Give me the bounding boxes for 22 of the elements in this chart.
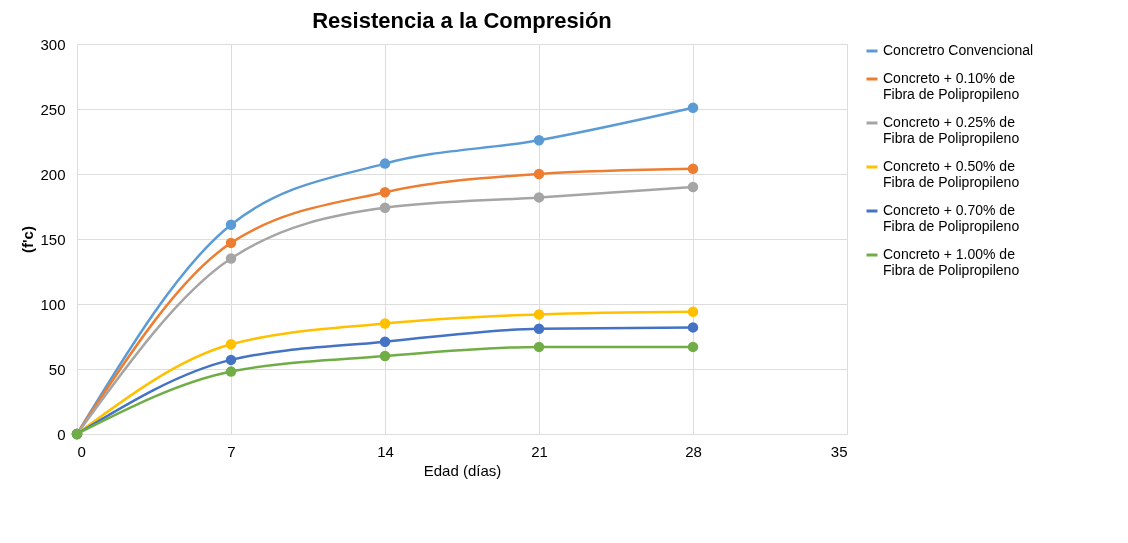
x-tick-label: 28 [685, 442, 702, 460]
x-tick-label: 35 [830, 442, 848, 460]
y-tick-label: 100 [40, 295, 66, 313]
legend-label: Concretro Convencional [883, 42, 1034, 58]
x-tick-label: 14 [377, 442, 394, 460]
legend-label: Concreto + 0.70% de Fibra de Polipropileno [883, 202, 1020, 234]
legend-label: Concreto + 1.00% de Fibra de Polipropileno [883, 246, 1020, 278]
y-tick-label: 50 [48, 360, 66, 378]
legend-label: Concreto + 0.25% de Fibra de Polipropileno [883, 114, 1020, 146]
chart-title: Resistencia a la Compresión [312, 8, 612, 33]
legend-label: Concreto + 0.10% de Fibra de Polipropileno [883, 70, 1020, 102]
y-axis-title: (f'c) [19, 226, 37, 253]
y-tick-label: 0 [57, 425, 66, 443]
y-tick-label: 150 [40, 230, 66, 248]
y-tick-label: 300 [40, 35, 66, 53]
x-tick-label: 21 [531, 442, 548, 460]
legend-label: Concreto + 0.50% de Fibra de Polipropileno [883, 158, 1020, 190]
x-tick-label: 0 [77, 442, 86, 460]
x-axis-title: Edad (días) [423, 461, 502, 479]
x-tick-label: 7 [227, 442, 236, 460]
y-tick-label: 200 [40, 165, 66, 183]
y-tick-label: 250 [40, 100, 66, 118]
